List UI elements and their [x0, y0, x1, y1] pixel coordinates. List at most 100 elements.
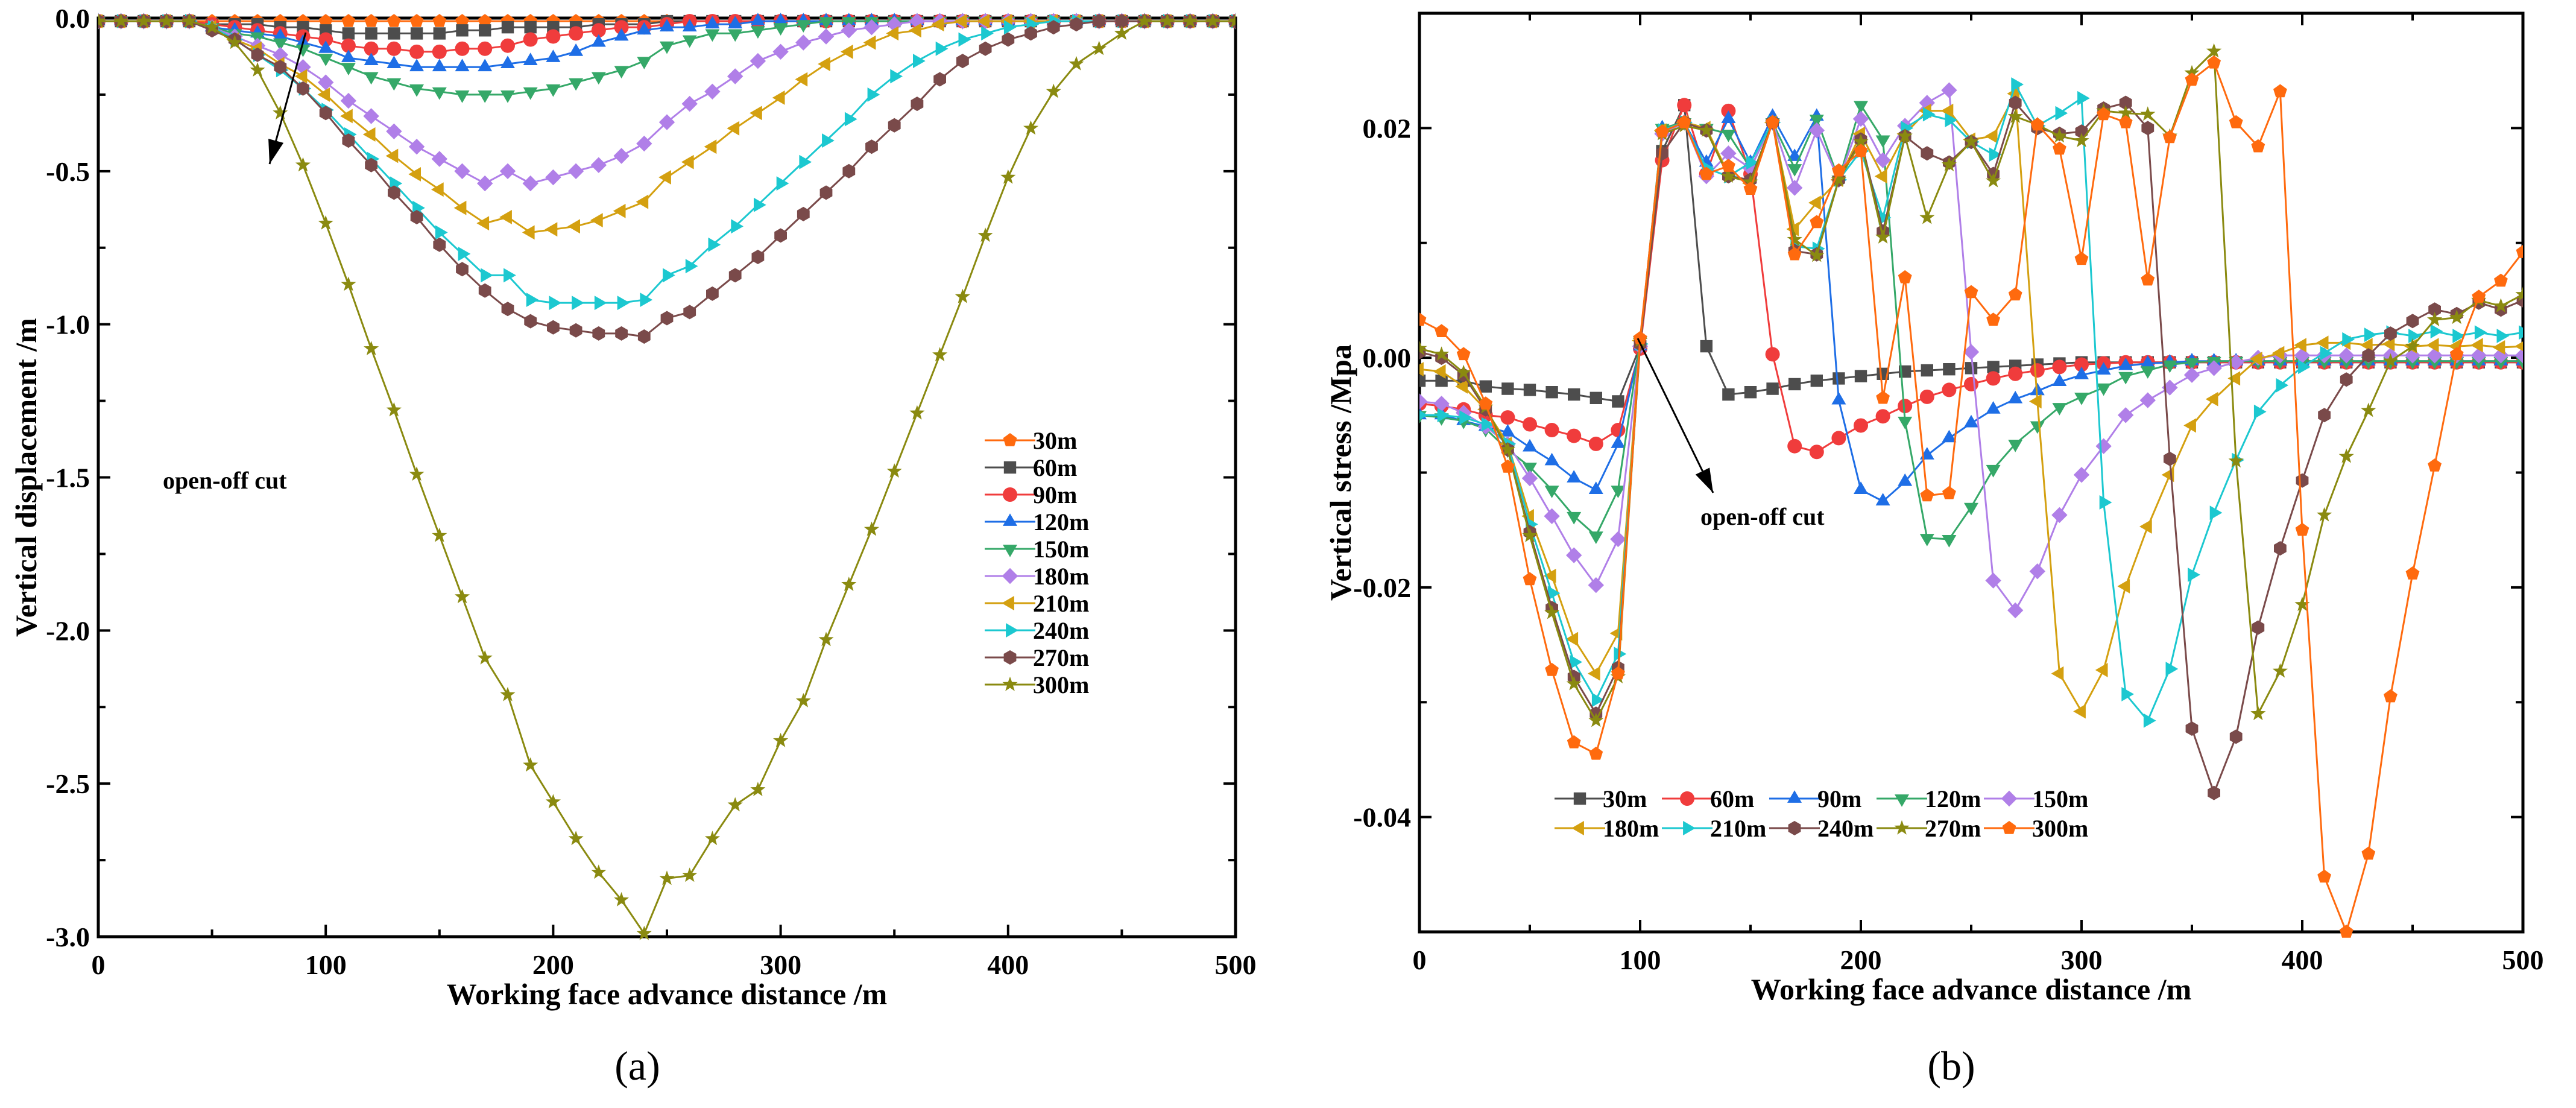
data-point-270m: [1853, 134, 1869, 148]
data-point-90m: [1986, 401, 2001, 414]
data-point-270m: [2184, 65, 2200, 80]
data-point-270m: [1588, 712, 1604, 727]
x-tick-label: 0: [92, 949, 106, 980]
data-point-240m: [526, 293, 539, 307]
data-point-300m: [409, 466, 425, 481]
data-point-270m: [660, 311, 674, 326]
data-point-120m: [2162, 360, 2177, 373]
data-point-60m: [1854, 418, 1868, 433]
data-point-150m: [1588, 577, 1604, 594]
data-point-150m: [2029, 563, 2045, 580]
data-point-180m: [658, 114, 675, 130]
data-point-150m: [1566, 547, 1582, 563]
data-point-150m: [1544, 508, 1560, 524]
data-point-120m: [1942, 535, 1957, 548]
data-point-300m: [2053, 141, 2066, 155]
data-point-210m: [431, 182, 444, 197]
data-point-150m: [2051, 507, 2068, 524]
data-point-210m: [476, 216, 490, 231]
data-point-90m: [1500, 424, 1515, 437]
data-point-150m: [2294, 347, 2311, 364]
data-point-180m: [636, 135, 652, 152]
data-point-180m: [1808, 195, 1821, 211]
series-line-240m: [1419, 101, 2523, 796]
data-point-300m: [591, 864, 607, 879]
data-point-300m: [704, 831, 720, 846]
legend-marker-icon: [1003, 545, 1017, 557]
data-point-90m: [432, 44, 447, 59]
data-point-180m: [1433, 364, 1446, 379]
series-180m: [1419, 86, 2523, 719]
data-point-150m: [1433, 396, 1450, 412]
data-point-300m: [500, 686, 516, 701]
data-point-150m: [1985, 572, 2001, 589]
data-point-180m: [2382, 337, 2395, 352]
data-point-150m: [1521, 470, 1538, 487]
data-point-210m: [1547, 586, 1561, 601]
data-point-180m: [2514, 341, 2523, 352]
legend-item-90m: 90m: [985, 481, 1077, 508]
data-point-210m: [2209, 505, 2223, 521]
data-point-120m: [2074, 393, 2089, 405]
data-point-180m: [2294, 338, 2306, 353]
x-axis-title: Working face advance distance /m: [447, 977, 888, 1011]
legend-marker-icon: [1683, 821, 1696, 835]
data-point-180m: [727, 68, 743, 84]
data-point-270m: [1419, 340, 1427, 355]
data-point-60m: [1567, 428, 1582, 443]
data-point-270m: [2449, 309, 2464, 324]
legend-label: 120m: [1925, 785, 1981, 812]
data-point-270m: [1434, 346, 1450, 361]
data-point-60m: [342, 27, 355, 40]
data-point-60m: [1765, 347, 1780, 362]
annotation-arrow: [1637, 338, 1714, 493]
data-point-60m: [1809, 445, 1824, 460]
data-point-300m: [568, 831, 584, 846]
legend-marker-icon: [1003, 650, 1017, 665]
data-point-150m: [523, 87, 538, 100]
data-point-30m: [478, 14, 492, 27]
x-tick-label: 0: [1413, 945, 1427, 975]
y-tick-label: 0.00: [1363, 343, 1412, 373]
data-point-300m: [250, 62, 265, 77]
legend-item-120m: 120m: [985, 508, 1089, 536]
data-point-210m: [818, 57, 830, 72]
series-60m: [1419, 98, 2523, 460]
data-point-90m: [1721, 110, 1736, 123]
data-point-180m: [590, 157, 607, 173]
data-point-120m: [773, 13, 788, 25]
data-point-90m: [1854, 481, 1868, 494]
data-point-150m: [569, 78, 584, 91]
data-point-60m: [2052, 359, 2067, 375]
data-point-240m: [458, 247, 471, 261]
legend-item-150m: 150m: [1984, 785, 2088, 812]
legend-item-210m: 210m: [1662, 815, 1766, 842]
data-point-180m: [704, 83, 721, 100]
data-point-150m: [2183, 367, 2200, 383]
data-point-300m: [773, 732, 789, 747]
data-point-90m: [523, 32, 538, 47]
data-point-270m: [1699, 122, 1714, 137]
data-point-150m: [273, 38, 288, 51]
data-point-270m: [2051, 128, 2067, 143]
series-90m: [1419, 108, 2523, 505]
data-point-30m: [1833, 372, 1845, 385]
data-point-300m: [1677, 115, 1691, 128]
data-point-210m: [1878, 210, 1892, 225]
data-point-270m: [592, 326, 605, 341]
data-point-120m: [637, 22, 652, 35]
legend-item-210m: 210m: [985, 590, 1089, 617]
data-point-180m: [1455, 379, 1468, 394]
series-line-180m: [1419, 90, 2523, 714]
data-point-30m: [1523, 384, 1536, 396]
x-tick-label: 100: [1620, 945, 1661, 975]
data-point-150m: [614, 66, 629, 79]
data-point-150m: [1610, 531, 1626, 548]
data-point-210m: [294, 69, 308, 84]
data-point-300m: [2118, 115, 2133, 128]
y-tick-label: -0.5: [46, 156, 90, 187]
data-point-180m: [863, 19, 880, 36]
data-point-240m: [640, 293, 653, 307]
data-point-270m: [2294, 597, 2310, 612]
data-point-120m: [409, 59, 424, 72]
